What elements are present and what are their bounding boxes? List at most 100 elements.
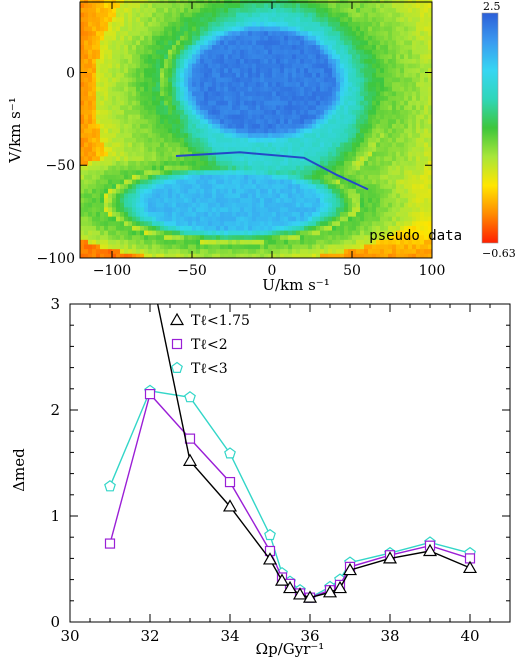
- heatmap-cell: [308, 225, 313, 231]
- heatmap-cell: [416, 86, 421, 92]
- heatmap-cell: [96, 160, 101, 166]
- heatmap-cell: [320, 220, 325, 226]
- heatmap-cell: [200, 197, 205, 203]
- heatmap-cell: [92, 128, 97, 134]
- heatmap-cell: [96, 67, 101, 73]
- heatmap-cell: [212, 239, 217, 245]
- heatmap-cell: [428, 53, 433, 59]
- heatmap-cell: [116, 146, 121, 152]
- heatmap-cell: [184, 160, 189, 166]
- heatmap-cell: [284, 26, 289, 32]
- heatmap-cell: [280, 16, 285, 22]
- heatmap-cell: [116, 63, 121, 69]
- heatmap-cell: [368, 174, 373, 180]
- heatmap-cell: [216, 128, 221, 134]
- heatmap-cell: [224, 211, 229, 217]
- heatmap-cell: [328, 30, 333, 36]
- heatmap-cell: [316, 58, 321, 64]
- heatmap-cell: [164, 253, 169, 259]
- heatmap-cell: [272, 197, 277, 203]
- heatmap-cell: [312, 253, 317, 259]
- heatmap-cell: [112, 12, 117, 18]
- heatmap-cell: [292, 244, 297, 250]
- heatmap-cell: [228, 239, 233, 245]
- heatmap-cell: [352, 230, 357, 236]
- heatmap-cell: [300, 44, 305, 50]
- heatmap-cell: [396, 165, 401, 171]
- heatmap-cell: [236, 155, 241, 162]
- heatmap-cell: [388, 58, 393, 64]
- heatmap-cell: [416, 197, 421, 203]
- heatmap-cell: [320, 72, 325, 78]
- heatmap-cell: [380, 123, 385, 129]
- heatmap-cell: [340, 77, 345, 83]
- heatmap-cell: [244, 248, 249, 254]
- heatmap-cell: [252, 49, 257, 55]
- heatmap-cell: [304, 91, 309, 97]
- heatmap-cell: [296, 77, 301, 83]
- heatmap-cell: [172, 225, 177, 231]
- heatmap-cell: [296, 193, 301, 199]
- heatmap-cell: [120, 169, 125, 175]
- heatmap-cell: [404, 155, 409, 162]
- heatmap-cell: [128, 44, 133, 50]
- heatmap-cell: [148, 234, 153, 240]
- heatmap-cell: [312, 211, 317, 217]
- heatmap-cell: [172, 155, 177, 162]
- heatmap-cell: [216, 137, 221, 143]
- heatmap-cell: [244, 44, 249, 50]
- heatmap-cell: [180, 225, 185, 231]
- heatmap-cell: [264, 53, 269, 59]
- heatmap-cell: [160, 123, 165, 129]
- heatmap-cell: [128, 225, 133, 231]
- heatmap-cell: [80, 234, 85, 240]
- heatmap-cell: [92, 220, 97, 226]
- heatmap-cell: [144, 114, 149, 120]
- heatmap-cell: [152, 128, 157, 134]
- heatmap-cell: [384, 202, 389, 208]
- heatmap-cell: [264, 211, 269, 217]
- heatmap-cell: [404, 253, 409, 259]
- heatmap-cell: [256, 193, 261, 199]
- heatmap-cell: [400, 30, 405, 36]
- heatmap-cell: [148, 77, 153, 83]
- heatmap-cell: [80, 104, 85, 110]
- heatmap-cell: [248, 118, 253, 124]
- heatmap-cell: [112, 109, 117, 115]
- heatmap-cell: [172, 58, 177, 64]
- heatmap-cell: [416, 132, 421, 138]
- heatmap-cell: [400, 165, 405, 171]
- heatmap-cell: [408, 239, 413, 245]
- heatmap-cell: [328, 216, 333, 222]
- heatmap-cell: [140, 188, 145, 194]
- heatmap-cell: [308, 169, 313, 175]
- heatmap-cell: [116, 239, 121, 245]
- heatmap-cell: [424, 86, 429, 92]
- heatmap-cell: [188, 132, 193, 138]
- heatmap-cell: [128, 40, 133, 46]
- heatmap-cell: [380, 146, 385, 152]
- heatmap-cell: [364, 86, 369, 92]
- heatmap-cell: [384, 128, 389, 134]
- heatmap-cell: [200, 58, 205, 64]
- heatmap-cell: [184, 220, 189, 226]
- heatmap-cell: [168, 193, 173, 199]
- heatmap-cell: [152, 109, 157, 115]
- heatmap-cell: [80, 211, 85, 217]
- heatmap-cell: [324, 114, 329, 120]
- heatmap-cell: [164, 160, 169, 166]
- heatmap-cell: [80, 91, 85, 97]
- heatmap-cell: [396, 239, 401, 245]
- heatmap-cell: [224, 160, 229, 166]
- heatmap-cell: [200, 35, 205, 41]
- heatmap-cell: [408, 2, 413, 8]
- heatmap-cell: [264, 63, 269, 69]
- heatmap-cell: [212, 123, 217, 129]
- heatmap-cell: [324, 132, 329, 138]
- heatmap-cell: [216, 16, 221, 22]
- heatmap-cell: [268, 137, 273, 143]
- heatmap-cell: [164, 132, 169, 138]
- heatmap-cell: [80, 58, 85, 64]
- heatmap-cell: [404, 234, 409, 240]
- heatmap-cell: [384, 16, 389, 22]
